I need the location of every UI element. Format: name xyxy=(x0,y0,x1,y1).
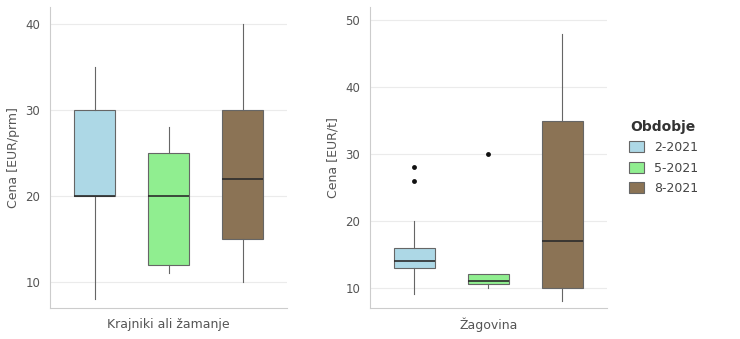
Legend: 2-2021, 5-2021, 8-2021: 2-2021, 5-2021, 8-2021 xyxy=(625,116,702,199)
PathPatch shape xyxy=(74,110,115,196)
PathPatch shape xyxy=(148,153,189,265)
PathPatch shape xyxy=(468,274,508,284)
PathPatch shape xyxy=(394,248,434,268)
PathPatch shape xyxy=(222,110,263,239)
Y-axis label: Cena [EUR/t]: Cena [EUR/t] xyxy=(327,117,340,198)
Y-axis label: Cena [EUR/prm]: Cena [EUR/prm] xyxy=(7,107,20,208)
PathPatch shape xyxy=(542,121,582,288)
